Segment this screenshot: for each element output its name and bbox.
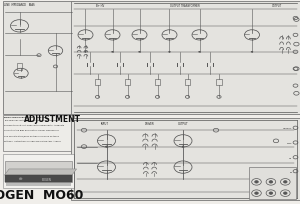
Bar bbox=[70, 118, 300, 200]
Circle shape bbox=[105, 146, 108, 148]
Bar bbox=[249, 167, 296, 199]
Text: The amplifier contains highly conductive electrodes.: The amplifier contains highly conductive… bbox=[4, 119, 60, 120]
Circle shape bbox=[269, 181, 273, 183]
Bar bbox=[3, 115, 74, 151]
Circle shape bbox=[105, 146, 108, 148]
Text: settings. Instructions on SETTING STANDARD. Always: settings. Instructions on SETTING STANDA… bbox=[4, 140, 61, 141]
Circle shape bbox=[19, 178, 22, 180]
Text: B+ HV: B+ HV bbox=[96, 3, 105, 8]
Bar bbox=[17, 64, 22, 70]
Bar bbox=[95, 80, 100, 86]
Circle shape bbox=[84, 52, 87, 53]
Text: OUTPUT: OUTPUT bbox=[178, 122, 188, 126]
Text: 8Ω: 8Ω bbox=[290, 171, 292, 172]
Text: OUTPUT: OUTPUT bbox=[283, 128, 292, 129]
Circle shape bbox=[168, 52, 171, 53]
Text: OUTPUT: OUTPUT bbox=[272, 3, 282, 8]
Bar bbox=[3, 2, 74, 114]
Text: COM: COM bbox=[287, 142, 292, 143]
Bar bbox=[4, 175, 72, 183]
Text: Remove them at unit from faulty components. Adequate: Remove them at unit from faulty componen… bbox=[4, 124, 64, 125]
Text: OUTPUT TRANSFORMER: OUTPUT TRANSFORMER bbox=[170, 3, 200, 8]
Bar bbox=[125, 80, 130, 86]
Circle shape bbox=[138, 52, 141, 53]
Bar bbox=[155, 80, 160, 86]
Text: ADJUSTMENT: ADJUSTMENT bbox=[24, 115, 81, 124]
Bar bbox=[6, 162, 70, 186]
Text: current on the Bias Elimination sliding. Frequencies: current on the Bias Elimination sliding.… bbox=[4, 130, 59, 131]
Circle shape bbox=[182, 146, 184, 148]
Text: 4Ω: 4Ω bbox=[290, 157, 292, 158]
Circle shape bbox=[111, 52, 114, 53]
Text: LINE IMPEDANCE   BIAS: LINE IMPEDANCE BIAS bbox=[4, 3, 35, 7]
Circle shape bbox=[182, 146, 184, 148]
Bar bbox=[4, 161, 72, 183]
Bar bbox=[70, 2, 300, 114]
Text: INPUT: INPUT bbox=[101, 122, 109, 126]
Circle shape bbox=[284, 181, 287, 183]
Text: BOGI INDUSTRIES INC.   MO-60: BOGI INDUSTRIES INC. MO-60 bbox=[4, 116, 46, 118]
Circle shape bbox=[255, 181, 258, 183]
Text: BOGEN: BOGEN bbox=[42, 177, 52, 181]
Bar bbox=[185, 80, 190, 86]
Circle shape bbox=[255, 192, 258, 194]
Bar bbox=[3, 154, 74, 188]
Circle shape bbox=[198, 52, 201, 53]
Bar bbox=[216, 80, 222, 86]
Text: BOGEN  MO60: BOGEN MO60 bbox=[0, 188, 84, 201]
Circle shape bbox=[269, 192, 273, 194]
Circle shape bbox=[251, 52, 253, 53]
Text: DRIVER: DRIVER bbox=[145, 122, 155, 126]
Circle shape bbox=[284, 192, 287, 194]
Text: 100 operate at 60/50Hz on transformer 60 on these: 100 operate at 60/50Hz on transformer 60… bbox=[4, 135, 59, 137]
Polygon shape bbox=[4, 169, 76, 175]
